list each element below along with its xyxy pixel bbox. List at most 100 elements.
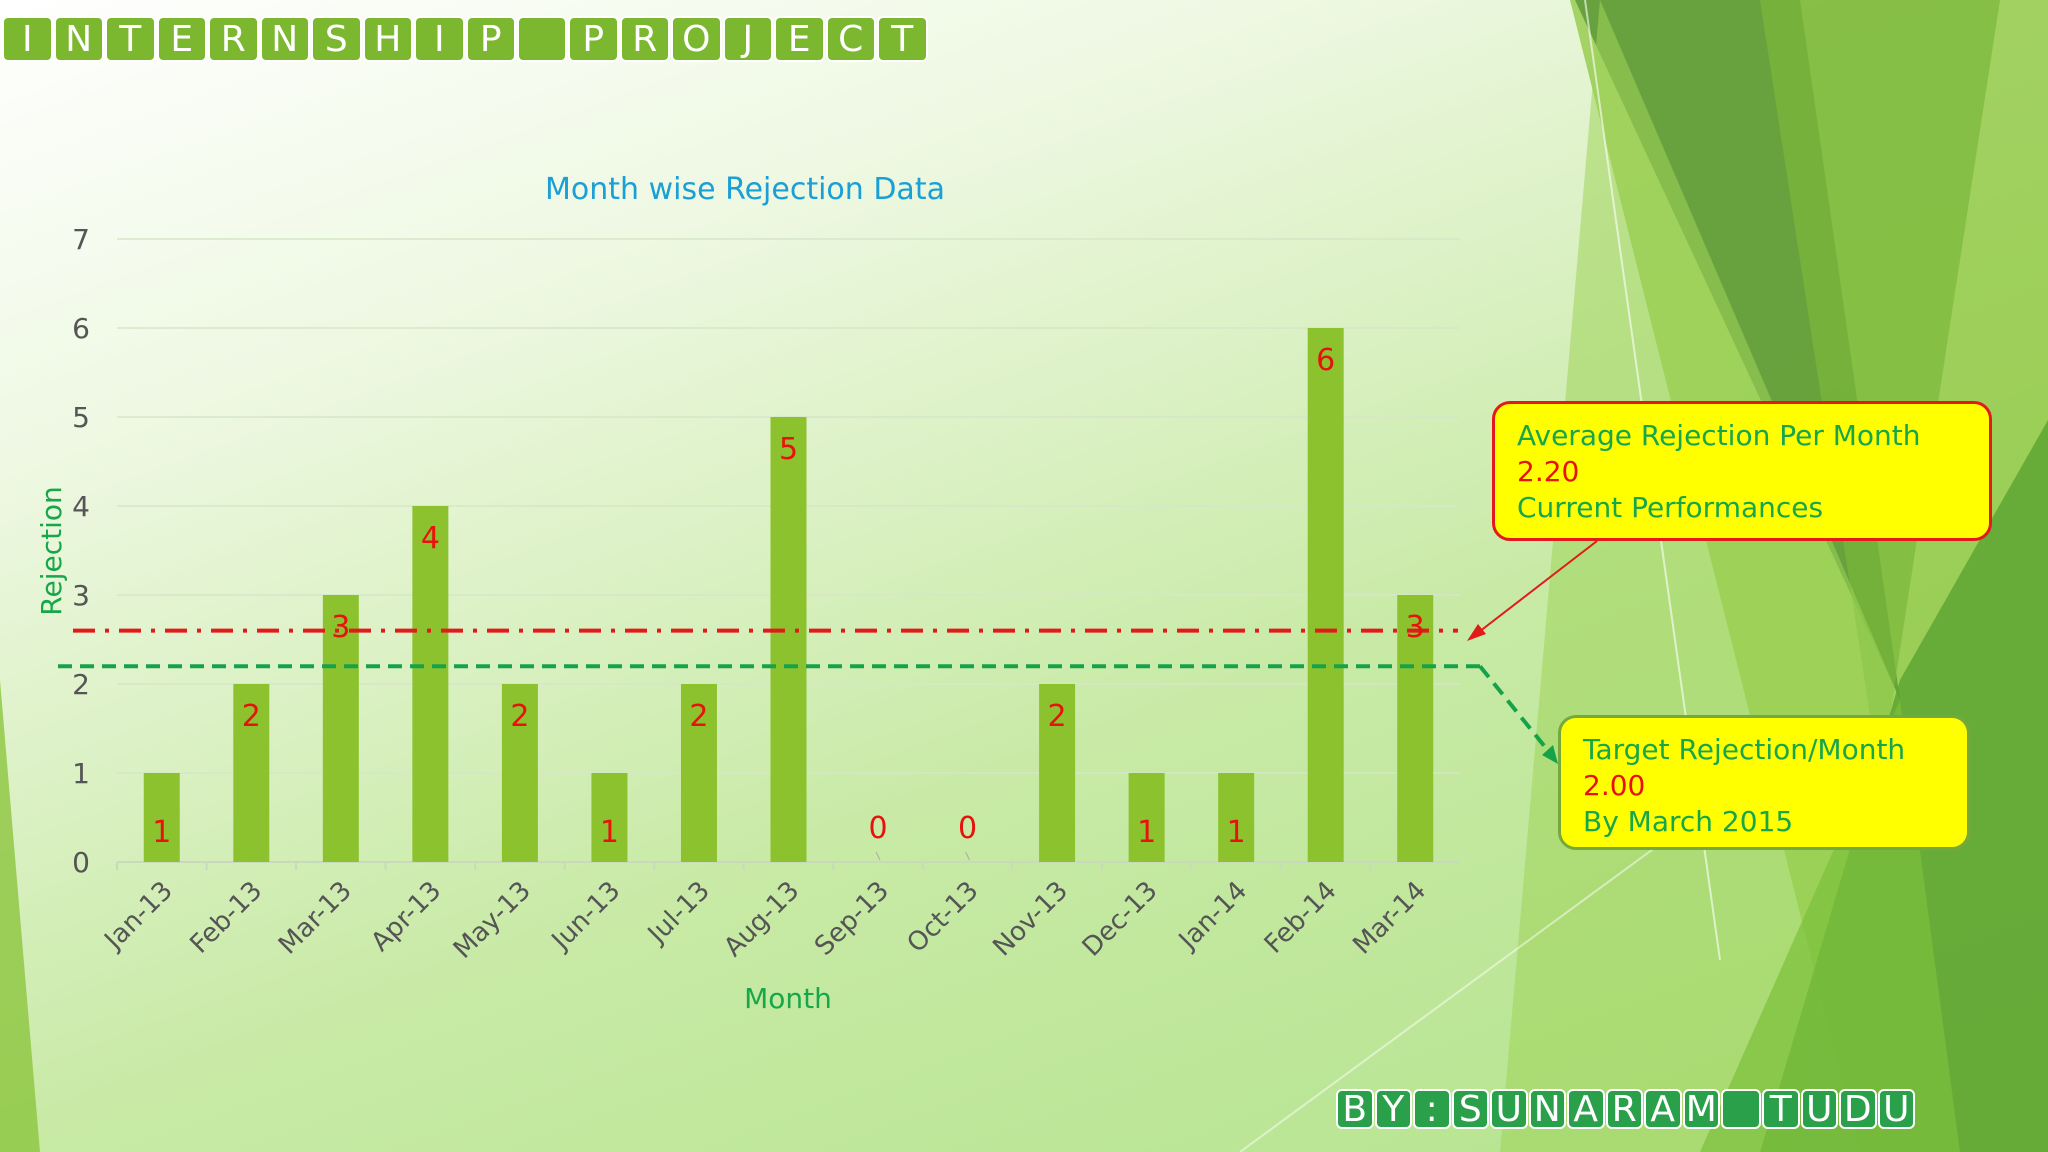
bar (1128, 773, 1165, 862)
bar (680, 684, 717, 862)
bar (322, 595, 359, 862)
banner-letter: U (1800, 1089, 1838, 1130)
y-tick-label: 5 (72, 401, 90, 434)
chart-title: Month wise Rejection Data (545, 172, 945, 207)
banner-letter: O (671, 16, 722, 62)
x-tick-label: Sep-13 (809, 876, 895, 962)
average-rejection-callout: Average Rejection Per Month 2.20 Current… (1492, 401, 1992, 541)
bar (1397, 595, 1434, 862)
banner-letter: A (1644, 1089, 1682, 1130)
y-tick-label: 7 (72, 223, 90, 256)
data-label: 1 (600, 815, 619, 850)
bar (1039, 684, 1076, 862)
x-tick-label: Mar-14 (1347, 876, 1432, 961)
x-tick-label: Oct-13 (901, 876, 984, 959)
target-callout-value: 2.00 (1583, 769, 1646, 802)
data-label: 5 (779, 432, 798, 467)
banner-letter: P (465, 16, 516, 62)
banner-letter: D (1839, 1089, 1877, 1130)
data-label: 4 (421, 521, 440, 556)
x-tick-label: Nov-13 (987, 876, 1074, 963)
data-label: 0 (868, 811, 887, 846)
banner-letter: U (1490, 1089, 1528, 1130)
bar (770, 417, 807, 862)
target-pointer-line (1478, 664, 1552, 755)
decor-shape-3 (1760, 0, 2000, 780)
x-tick-label: Jan-14 (1172, 876, 1253, 957)
banner-letter: C (825, 16, 876, 62)
average-pointer-line (1474, 540, 1598, 636)
decor-line-2 (1239, 799, 1721, 1152)
x-axis-ticks: Jan-13 Feb-13 Mar-13 Apr-13 May-13 Jun-13 Jul-… (98, 862, 1432, 965)
bar (501, 684, 538, 862)
banner-letter: I (2, 16, 53, 62)
banner-letter: N (259, 16, 310, 62)
data-label: 2 (1048, 699, 1067, 734)
bar (412, 506, 449, 862)
average-pointer-arrowhead (1467, 624, 1486, 641)
y-tick-label: 4 (72, 490, 90, 523)
average-callout-label: Average Rejection Per Month (1517, 419, 1921, 452)
data-label: 2 (242, 699, 261, 734)
banner-letter: T (105, 16, 156, 62)
x-tick-label: Jan-13 (98, 876, 179, 957)
callout-pointers (1467, 540, 1598, 764)
data-label: 2 (510, 699, 529, 734)
banner-letter: S (1451, 1089, 1489, 1130)
data-label: 2 (689, 699, 708, 734)
data-label: 1 (1227, 815, 1246, 850)
banner-letter: R (208, 16, 259, 62)
y-tick-label: 3 (72, 579, 90, 612)
y-tick-label: 0 (72, 846, 90, 879)
average-callout-value: 2.20 (1517, 455, 1580, 488)
decor-shape-7 (0, 680, 40, 1152)
banner-spacer (517, 16, 567, 62)
x-tick-label: Feb-14 (1259, 876, 1343, 960)
data-label-leader (875, 851, 881, 861)
x-tick-label: Aug-13 (718, 876, 805, 963)
banner-letter: N (1528, 1089, 1566, 1130)
average-callout-note: Current Performances (1517, 491, 1824, 524)
data-label: 0 (958, 811, 977, 846)
data-label-leader (965, 851, 971, 861)
y-tick-label: 6 (72, 312, 90, 345)
banner-letter: H (362, 16, 413, 62)
banner-letter: P (568, 16, 619, 62)
x-tick-label: May-13 (448, 876, 537, 965)
target-pointer-arrowhead (1542, 745, 1558, 764)
data-label: 3 (331, 610, 350, 645)
bar (143, 773, 180, 862)
banner-letter: I (414, 16, 465, 62)
banner-letter: R (1605, 1089, 1643, 1130)
banner-letter: J (722, 16, 773, 62)
bar (1218, 773, 1255, 862)
x-tick-label: Mar-13 (273, 876, 358, 961)
data-label: 1 (152, 815, 171, 850)
banner-letter: R (619, 16, 670, 62)
target-rejection-callout: Target Rejection/Month 2.00 By March 201… (1558, 715, 1970, 850)
banner-letter: U (1877, 1089, 1915, 1130)
y-axis-ticks: 0 1 2 3 4 5 6 7 (72, 223, 90, 879)
banner-letter: : (1413, 1089, 1451, 1130)
x-tick-label: Jun-13 (545, 876, 626, 957)
banner-letter: N (53, 16, 104, 62)
banner-letter: B (1336, 1089, 1374, 1130)
x-axis-title: Month (744, 982, 832, 1015)
banner-letter: S (311, 16, 362, 62)
data-label: 1 (1137, 815, 1156, 850)
y-tick-label: 2 (72, 668, 90, 701)
bar (1307, 328, 1344, 862)
x-tick-label: Feb-13 (184, 876, 268, 960)
banner-spacer (1721, 1089, 1761, 1129)
decor-shape-4 (1500, 0, 1900, 1152)
y-tick-label: 1 (72, 757, 90, 790)
banner-letter: Y (1374, 1089, 1412, 1130)
bar (591, 773, 628, 862)
bar (233, 684, 270, 862)
data-label: 3 (1406, 610, 1425, 645)
bars (143, 328, 1434, 862)
banner-letter: T (1762, 1089, 1800, 1130)
banner-letter: A (1567, 1089, 1605, 1130)
